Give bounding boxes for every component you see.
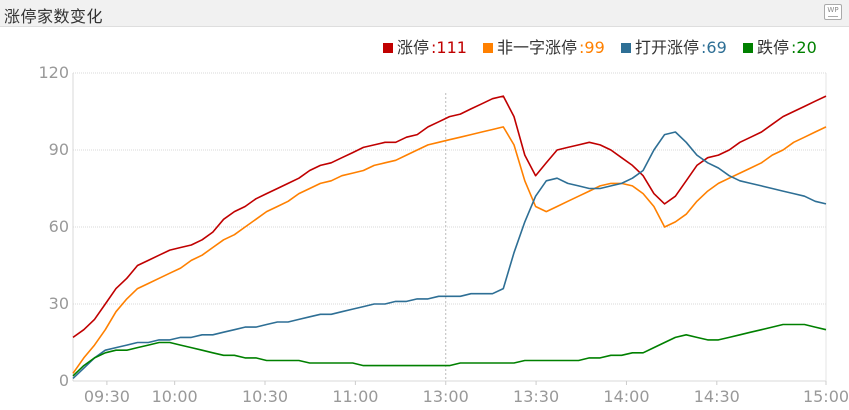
legend-series-value: :99 xyxy=(579,38,605,57)
wp-export-icon[interactable]: WP xyxy=(824,4,842,20)
legend-series-name: 非一字涨停 xyxy=(497,38,577,57)
y-tick-label: 60 xyxy=(49,217,69,236)
x-tick-label: 10:30 xyxy=(242,387,288,406)
x-tick-label: 15:00 xyxy=(803,387,849,406)
legend-series-name: 涨停 xyxy=(397,38,429,57)
y-tick-label: 120 xyxy=(38,63,69,82)
legend-series-name: 跌停 xyxy=(757,38,789,57)
x-tick-label: 13:30 xyxy=(513,387,559,406)
x-tick-label: 09:30 xyxy=(84,387,130,406)
legend-series-value: :20 xyxy=(791,38,817,57)
legend-swatch xyxy=(621,43,631,53)
series-line xyxy=(72,126,827,374)
x-tick-label: 13:00 xyxy=(423,387,469,406)
series-line xyxy=(72,95,827,339)
panel-header: 涨停家数变化 WP xyxy=(0,0,849,27)
legend-series-value: :69 xyxy=(701,38,727,57)
legend-series-name: 打开涨停 xyxy=(635,38,699,57)
y-tick-label: 90 xyxy=(49,140,69,159)
y-tick-label: 30 xyxy=(49,294,69,313)
legend-swatch xyxy=(743,43,753,53)
chart-title: 涨停家数变化 xyxy=(4,7,104,26)
legend-series-value: :111 xyxy=(431,38,467,57)
series-line xyxy=(72,131,827,379)
legend-swatch xyxy=(383,43,393,53)
x-tick-label: 10:00 xyxy=(152,387,198,406)
x-tick-label: 14:00 xyxy=(603,387,649,406)
x-tick-label: 14:30 xyxy=(694,387,740,406)
x-tick-label: 11:00 xyxy=(332,387,378,406)
series-line xyxy=(72,323,827,377)
y-tick-label: 0 xyxy=(59,371,69,390)
legend-swatch xyxy=(483,43,493,53)
